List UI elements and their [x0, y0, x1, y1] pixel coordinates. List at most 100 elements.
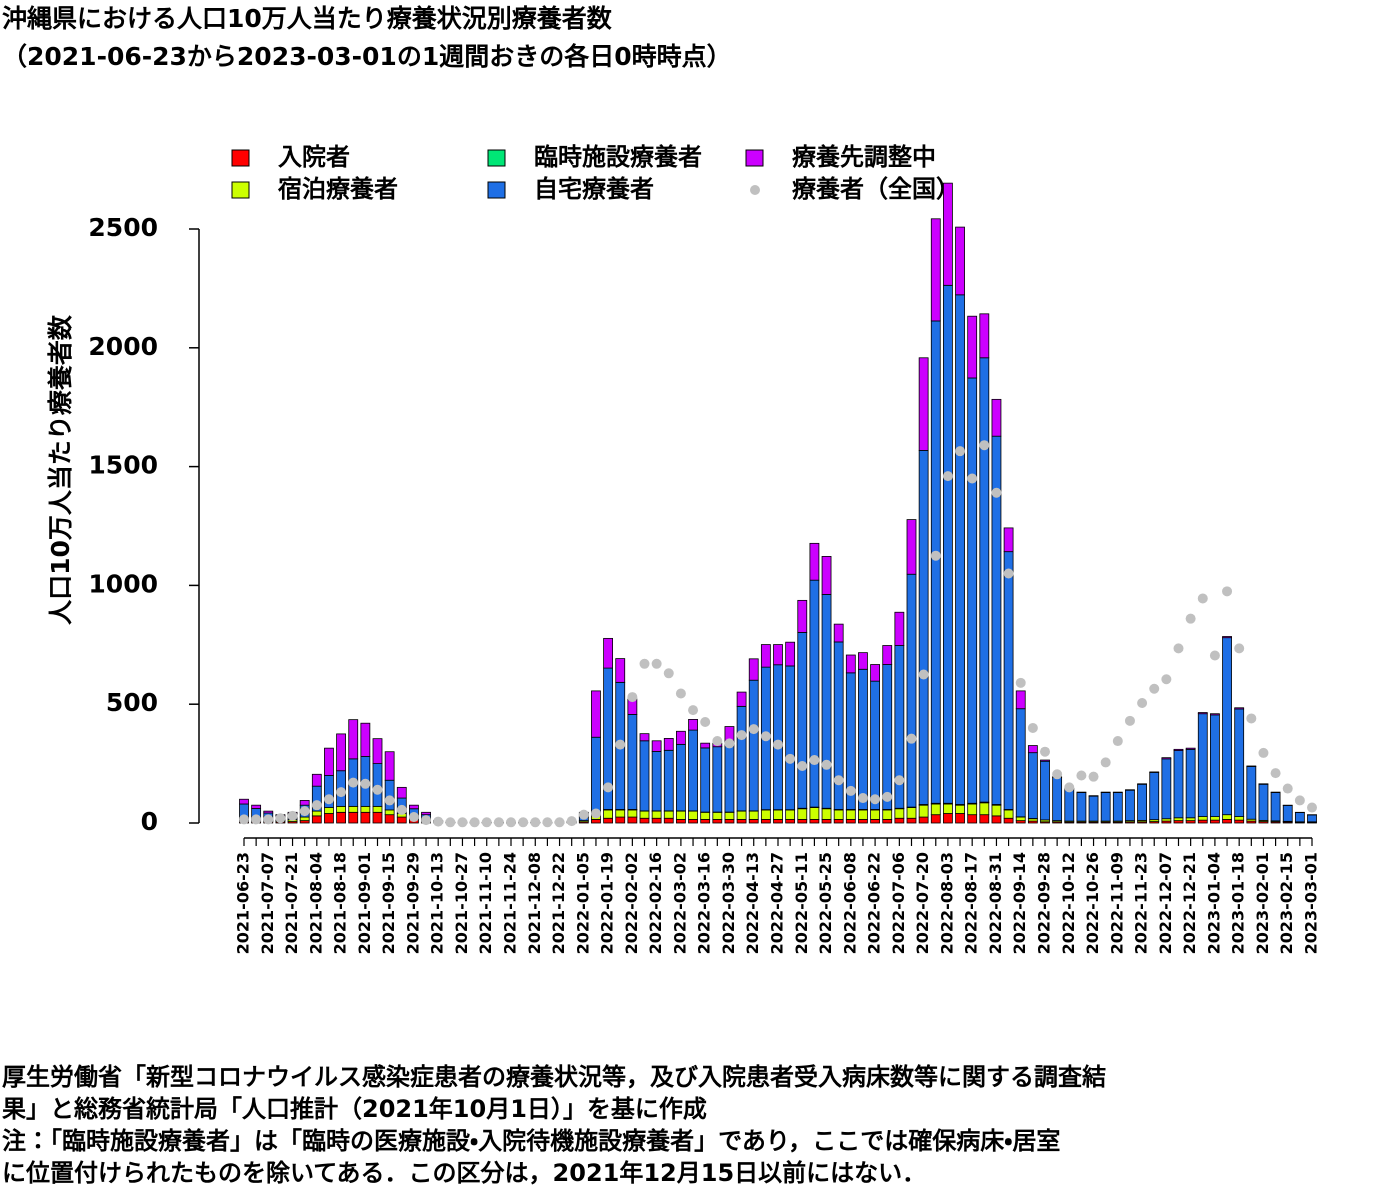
bar-segment — [845, 654, 856, 674]
legend-marker — [487, 149, 506, 167]
bar-segment — [821, 556, 832, 595]
bar-segment — [773, 809, 783, 820]
point — [797, 760, 808, 771]
point — [578, 809, 589, 820]
legend-label: 療養先調整中 — [792, 143, 936, 171]
y-tick-label: 2000 — [88, 332, 158, 361]
bar-segment — [809, 819, 820, 824]
bar-segment — [1149, 771, 1160, 821]
bar-segment — [991, 815, 1002, 824]
point — [785, 753, 796, 764]
point — [311, 800, 322, 811]
x-tick-label: 2022-05-25 — [816, 852, 835, 954]
bar-segment — [372, 811, 383, 824]
bar-segment — [712, 819, 723, 824]
bar-segment — [979, 313, 990, 359]
bar-segment — [615, 809, 626, 818]
bar-segment — [1161, 757, 1172, 760]
point — [651, 658, 662, 669]
point — [1064, 782, 1075, 793]
point — [566, 816, 577, 827]
point — [724, 738, 735, 749]
point — [1040, 746, 1050, 757]
point — [372, 784, 383, 795]
x-tick-label: 2022-02-02 — [622, 852, 641, 954]
bar-segment — [663, 817, 674, 824]
bar-segment — [1003, 527, 1014, 553]
bar-segment — [627, 809, 638, 818]
bar-segment — [384, 814, 395, 824]
x-tick-label: 2021-09-01 — [355, 852, 374, 954]
x-tick-label: 2021-07-07 — [258, 852, 277, 954]
point — [1137, 698, 1148, 709]
bar-segment — [615, 658, 626, 683]
bar-segment — [627, 816, 638, 824]
point — [906, 733, 917, 744]
x-tick-label: 2023-02-15 — [1277, 852, 1296, 954]
point — [263, 814, 274, 825]
point — [1161, 674, 1172, 685]
bar-segment — [773, 819, 783, 824]
point — [942, 471, 953, 482]
y-tick-label: 1500 — [88, 451, 158, 480]
point — [955, 446, 966, 457]
point — [396, 804, 407, 815]
point — [773, 739, 783, 750]
point — [542, 817, 553, 828]
bar-segment — [336, 733, 346, 772]
bar-segment — [360, 811, 371, 824]
point — [251, 814, 262, 825]
bar-segment — [1222, 637, 1232, 816]
x-tick-label: 2022-11-09 — [1107, 852, 1126, 954]
bar-segment — [384, 751, 395, 781]
x-tick-label: 2022-11-23 — [1132, 852, 1151, 954]
bar-segment — [639, 740, 650, 812]
x-tick-label: 2022-03-02 — [670, 852, 689, 954]
point — [870, 794, 881, 805]
bar-segment — [870, 680, 880, 810]
bar-segment — [639, 733, 650, 742]
point — [845, 785, 856, 796]
bar-segment — [676, 730, 686, 745]
bar-segment — [676, 743, 686, 812]
bar-segment — [821, 808, 832, 820]
note: 注：「臨時施設療養者」は「臨時の医療施設・入院待機施設療養者」であり，ここでは確… — [2, 1127, 1060, 1155]
x-tick-label: 2023-01-18 — [1229, 852, 1248, 954]
point — [1100, 757, 1111, 768]
bar-segment — [785, 809, 796, 820]
bar-segment — [1210, 816, 1220, 821]
point — [712, 736, 723, 747]
point — [1088, 771, 1099, 782]
bar-segment — [688, 810, 698, 820]
bar-segment — [797, 808, 808, 820]
point — [1124, 715, 1135, 726]
legend-marker — [750, 185, 760, 195]
bar-segment — [700, 819, 711, 824]
bar-segment — [688, 819, 698, 824]
bar-segment — [1234, 819, 1245, 824]
bar-segment — [1258, 783, 1269, 821]
bar-segment — [1015, 690, 1026, 710]
x-tick-label: 2022-01-05 — [573, 852, 592, 954]
x-tick-label: 2022-03-30 — [719, 852, 738, 954]
point — [991, 487, 1002, 498]
bar-segment — [348, 719, 359, 760]
x-tick-label: 2022-08-03 — [937, 852, 956, 954]
bar-segment — [409, 804, 419, 810]
bar-segment — [1137, 783, 1147, 821]
point — [639, 658, 650, 669]
bar-segment — [906, 573, 917, 808]
bar-segment — [906, 519, 917, 575]
bar-segment — [372, 805, 383, 813]
bar-segment — [1185, 748, 1196, 819]
x-tick-label: 2022-07-20 — [913, 852, 932, 954]
bar-segment — [760, 809, 771, 820]
point — [408, 812, 419, 823]
point — [530, 817, 541, 828]
bar-segment — [627, 714, 638, 810]
bar-segment — [870, 664, 880, 682]
bar-segment — [785, 665, 796, 811]
bar-segment — [991, 398, 1002, 437]
x-tick-label: 2021-12-22 — [549, 852, 568, 954]
x-tick-label: 2022-12-21 — [1180, 852, 1199, 954]
